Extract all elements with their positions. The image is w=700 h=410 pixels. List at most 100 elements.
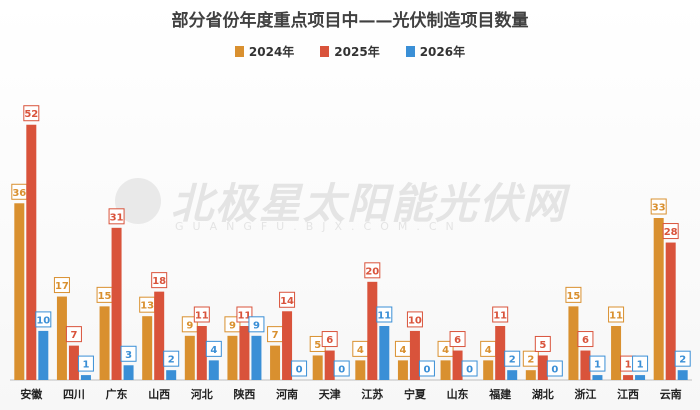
bar: [282, 311, 293, 380]
data-label-box: [662, 223, 679, 240]
data-label: 6: [326, 335, 333, 346]
data-label-box: [205, 340, 222, 357]
data-label-box: [53, 277, 70, 294]
data-label: 10: [408, 315, 422, 326]
data-label-box: [406, 311, 423, 328]
data-label-box: [35, 311, 52, 328]
data-label: 31: [110, 212, 124, 223]
data-label-box: [120, 345, 137, 362]
category-label: 浙江: [574, 387, 596, 401]
data-label: 9: [186, 320, 193, 331]
bar: [196, 326, 207, 380]
data-label: 2: [509, 355, 516, 366]
data-label-box: [418, 360, 435, 377]
bar: [537, 355, 548, 380]
bar: [324, 350, 335, 380]
data-label-box: [461, 360, 478, 377]
data-label: 5: [314, 340, 321, 351]
data-label-box: [151, 272, 168, 289]
category-label: 天津: [319, 387, 341, 401]
bar: [208, 360, 219, 380]
data-label: 11: [237, 311, 251, 322]
data-label: 7: [272, 330, 279, 341]
data-label: 6: [454, 335, 461, 346]
category-label: 陕西: [233, 387, 255, 401]
data-label: 11: [195, 311, 209, 322]
data-label: 1: [637, 360, 644, 371]
data-label: 4: [485, 345, 492, 356]
data-label: 10: [36, 315, 50, 326]
bar: [26, 124, 37, 381]
bar: [440, 360, 451, 380]
bar: [592, 375, 603, 380]
category-label: 江苏: [361, 387, 383, 401]
bar: [184, 335, 195, 380]
data-label: 0: [296, 365, 303, 376]
bar: [483, 360, 494, 380]
bar: [80, 375, 91, 380]
data-label-box: [193, 306, 210, 323]
bar: [68, 345, 79, 380]
data-label-box: [492, 306, 509, 323]
bar: [142, 316, 153, 380]
data-label: 36: [12, 188, 26, 199]
data-label-box: [77, 355, 94, 372]
category-label: 宁夏: [404, 387, 427, 401]
legend-item-2: 2026年: [405, 43, 466, 60]
data-label: 11: [609, 311, 623, 322]
data-label-box: [291, 360, 308, 377]
data-label-box: [534, 335, 551, 352]
bar: [677, 370, 688, 380]
bar: [166, 370, 177, 380]
data-label-box: [565, 286, 582, 303]
data-label: 28: [664, 227, 678, 238]
data-label-box: [650, 198, 667, 215]
data-label: 3: [125, 350, 132, 361]
data-label: 17: [55, 281, 69, 292]
data-label: 0: [423, 365, 430, 376]
data-label-box: [376, 306, 393, 323]
legend-swatch: [320, 46, 330, 57]
bar: [38, 330, 49, 380]
data-label-box: [632, 355, 649, 372]
bar: [123, 365, 134, 380]
category-label: 广东: [106, 387, 128, 401]
category-label: 江西: [617, 387, 639, 401]
bar: [580, 350, 591, 380]
legend-item-0: 2024年: [234, 43, 295, 60]
data-label: 52: [24, 109, 38, 120]
legend-label: 2025年: [334, 45, 380, 59]
legend-label: 2026年: [419, 45, 466, 59]
data-label: 20: [365, 266, 379, 277]
bar: [239, 326, 250, 380]
data-label: 0: [466, 365, 473, 376]
bar: [14, 203, 25, 380]
data-label-box: [248, 316, 265, 333]
chart-title: 部分省份年度重点项目中——光伏制造项目数量: [171, 11, 529, 31]
data-label: 2: [168, 355, 175, 366]
category-label: 湖北: [532, 387, 554, 401]
bar: [568, 306, 579, 380]
legend-label: 2024年: [248, 45, 295, 59]
data-label: 1: [594, 360, 601, 371]
data-label: 6: [582, 335, 589, 346]
category-label: 云南: [660, 387, 682, 401]
bar: [312, 355, 323, 380]
bar: [507, 370, 518, 380]
data-label: 4: [357, 345, 364, 356]
data-label-box: [236, 306, 253, 323]
data-label: 9: [229, 320, 236, 331]
data-label-box: [108, 208, 125, 225]
bar: [397, 360, 408, 380]
legend: 2024年 2025年 2026年: [0, 43, 700, 60]
data-label-box: [65, 326, 82, 343]
data-label: 15: [98, 291, 112, 302]
data-label-box: [608, 306, 625, 323]
category-label: 山东: [447, 387, 469, 401]
category-label: 四川: [63, 388, 85, 401]
data-label-box: [577, 331, 594, 348]
bar: [379, 326, 390, 380]
legend-swatch: [405, 46, 415, 57]
data-label: 7: [70, 330, 77, 341]
data-label: 2: [679, 355, 686, 366]
